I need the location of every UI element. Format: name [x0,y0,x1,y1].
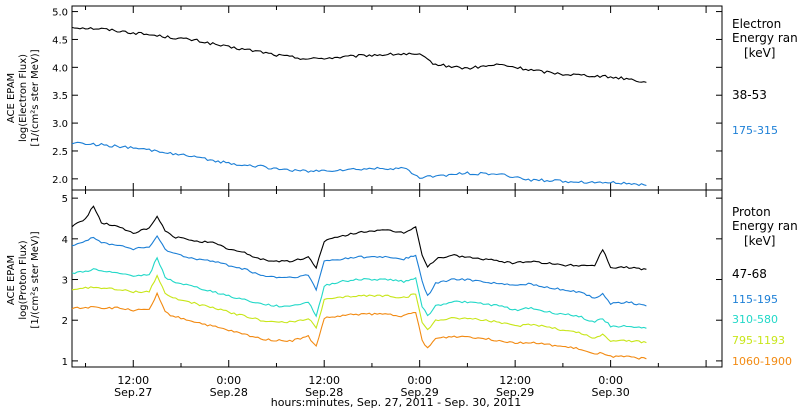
proton-plot-frame [71,189,723,368]
x-tick-time-label: 12:00 [308,374,340,387]
time-x-axis: 12:00Sep.270:00Sep.2812:00Sep.280:00Sep.… [85,6,707,399]
proton-legend-1060-1900: 1060-1900 [732,355,792,368]
proton-series-795-1193 [71,274,647,344]
electron-ytick-label: 4.0 [52,63,68,74]
proton-legend-subtitle: Energy ran [732,219,798,233]
electron-ytick-label: 2.5 [52,147,68,158]
proton-ytick-label: 3 [62,276,68,287]
proton-y-title: ACE EPAM log(Proton Flux) [1/(cm²s ster … [6,231,41,328]
electron-ylabel-3: [1/(cm²s ster MeV)] [30,49,41,146]
electron-legend-175-315: 175-315 [732,124,778,137]
electron-legend-units: [keV] [744,46,775,60]
proton-legend-units: [keV] [744,234,775,248]
x-tick-date-label: Sep.28 [305,386,343,399]
x-tick-date-label: Sep.27 [114,386,152,399]
electron-y-axis: 2.0 2.5 3.0 3.5 4.0 4.5 5.0 [52,8,722,186]
electron-ytick-label: 3.5 [52,91,68,102]
proton-legend-115-195: 115-195 [732,293,778,306]
proton-legend: Proton Energy ran [keV] 47-68 115-195 31… [732,205,798,368]
proton-legend-title: Proton [732,205,771,219]
x-tick-time-label: 0:00 [407,374,432,387]
electron-plot-frame [71,5,723,191]
electron-legend: Electron Energy ran [keV] 38-53 175-315 [732,17,798,137]
proton-series-1060-1900 [71,291,647,360]
proton-ytick-label: 5 [62,194,68,205]
x-axis-title: hours:minutes, Sep. 27, 2011 - Sep. 30, … [271,396,522,409]
proton-ylabel-3: [1/(cm²s ster MeV)] [30,231,41,328]
electron-ylabel-2: log(Electron Flux) [18,54,29,142]
x-tick-time-label: 12:00 [117,374,149,387]
proton-series-115-195 [71,234,647,307]
proton-ytick-label: 4 [62,235,68,246]
x-tick-date-label: Sep.29 [496,386,534,399]
proton-series-47-68 [71,205,647,271]
x-tick-time-label: 0:00 [216,374,241,387]
electron-legend-38-53: 38-53 [732,88,767,102]
electron-series-38-53 [71,26,647,83]
x-tick-date-label: Sep.29 [401,386,439,399]
proton-ylabel-1: ACE EPAM [6,255,17,305]
proton-ylabel-2: log(Proton Flux) [18,240,29,319]
proton-series-310-580 [71,256,647,329]
electron-ytick-label: 2.0 [52,175,68,186]
proton-ytick-label: 1 [62,357,68,368]
proton-ytick-label: 2 [62,316,68,327]
electron-ytick-label: 4.5 [52,35,68,46]
electron-legend-title: Electron [732,17,781,31]
x-tick-time-label: 0:00 [598,374,623,387]
proton-legend-47-68: 47-68 [732,267,767,281]
electron-legend-subtitle: Energy ran [732,31,798,45]
proton-legend-795-1193: 795-1193 [732,334,785,347]
x-tick-date-label: Sep.28 [210,386,248,399]
electron-ylabel-1: ACE EPAM [6,73,17,123]
proton-y-axis: 1 2 3 4 5 [62,194,722,368]
proton-series-group [71,205,647,360]
electron-series-group [71,26,647,187]
electron-y-title: ACE EPAM log(Electron Flux) [1/(cm²s ste… [6,49,41,146]
proton-legend-310-580: 310-580 [732,313,778,326]
x-tick-date-label: Sep.30 [591,386,629,399]
electron-series-175-315 [71,141,647,187]
electron-ytick-label: 3.0 [52,119,68,130]
electron-ytick-label: 5.0 [52,8,68,19]
x-tick-time-label: 12:00 [499,374,531,387]
